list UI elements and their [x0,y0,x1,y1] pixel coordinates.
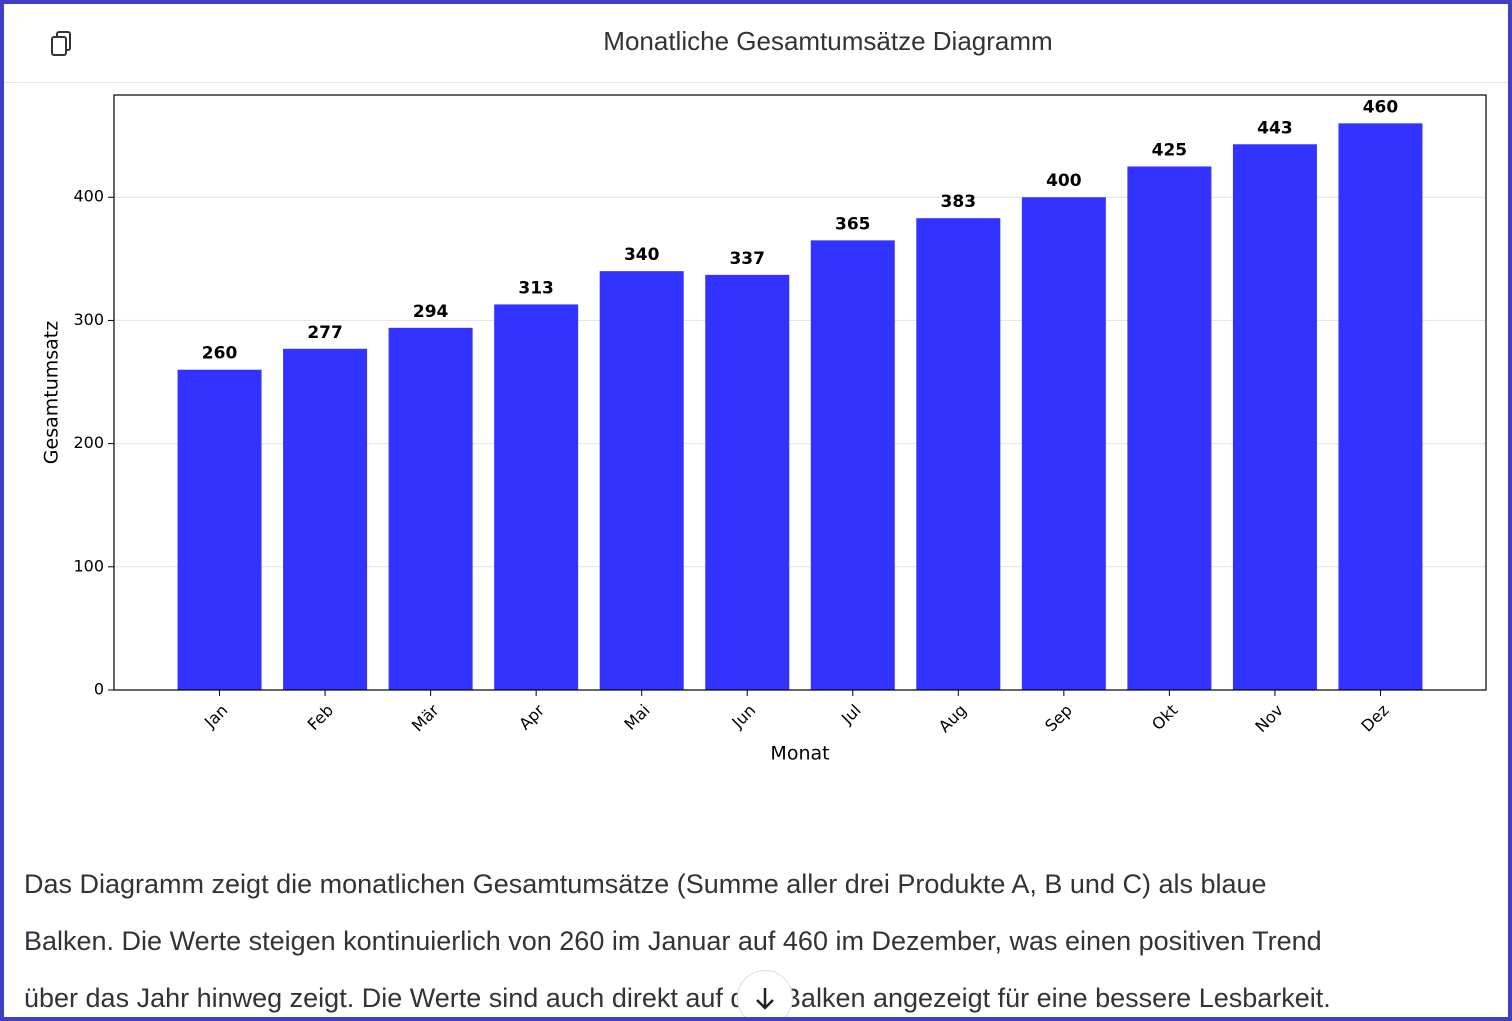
text-line: über das Jahr hinweg zeigt. Die Werte si… [24,983,1331,1013]
value-label: 340 [624,245,660,265]
value-label: 425 [1152,140,1188,160]
y-tick-label: 200 [73,433,104,452]
value-label: 460 [1363,97,1399,117]
x-tick-label: Nov [1251,701,1287,737]
header: Monatliche Gesamtumsätze Diagramm [4,4,1508,83]
chart: 0 100 200 300 400 260 Jan 277 Feb 294 Mär 313 Apr 340… [41,94,1487,765]
x-tick-label: Feb [304,701,337,734]
y-axis-label: Gesamtumsatz [41,321,63,464]
x-tick-label: Dez [1357,701,1392,736]
x-tick-label: Apr [515,700,548,733]
value-label: 365 [835,214,871,234]
bar [494,304,579,690]
value-label: 277 [307,323,343,343]
value-label: 443 [1257,118,1293,138]
y-tick-label: 400 [73,187,104,206]
x-tick-label: Jun [727,701,759,733]
x-tick-label: Sep [1041,701,1076,736]
x-tick-label: Aug [935,701,971,737]
copy-button[interactable] [48,30,78,60]
bar [1021,197,1106,690]
bar [810,240,895,691]
x-tick-label: Mai [620,701,653,734]
value-label: 400 [1046,171,1082,191]
bar [388,327,473,690]
value-label: 383 [941,192,977,212]
y-tick-label: 100 [73,556,104,575]
bar [1127,166,1212,690]
bar [283,348,368,690]
x-axis-label: Monat [770,743,829,765]
bar [177,369,262,690]
text-line: Balken. Die Werte steigen kontinuierlich… [24,926,1322,956]
value-label: 337 [729,249,765,269]
bar [599,271,684,690]
x-tick-label: Jul [837,701,865,729]
scroll-down-button[interactable] [737,970,793,1021]
bar [916,218,1001,690]
plot-frame [113,94,1487,691]
header-title: Monatliche Gesamtumsätze Diagramm [603,26,1053,56]
bar [1232,144,1317,690]
x-tick-label: Jan [200,701,232,733]
x-tick-label: Mär [408,700,443,735]
description: Das Diagramm zeigt die monatlichen Gesam… [24,856,1331,1017]
y-tick-label: 0 [94,680,104,699]
value-label: 260 [202,344,238,364]
bar [1338,123,1423,691]
text-line: Das Diagramm zeigt die monatlichen Gesam… [24,869,1267,899]
bar [705,274,790,690]
x-tick-label: Okt [1148,701,1181,734]
value-label: 313 [518,278,554,298]
value-label: 294 [413,302,449,322]
y-tick-label: 300 [73,310,104,329]
